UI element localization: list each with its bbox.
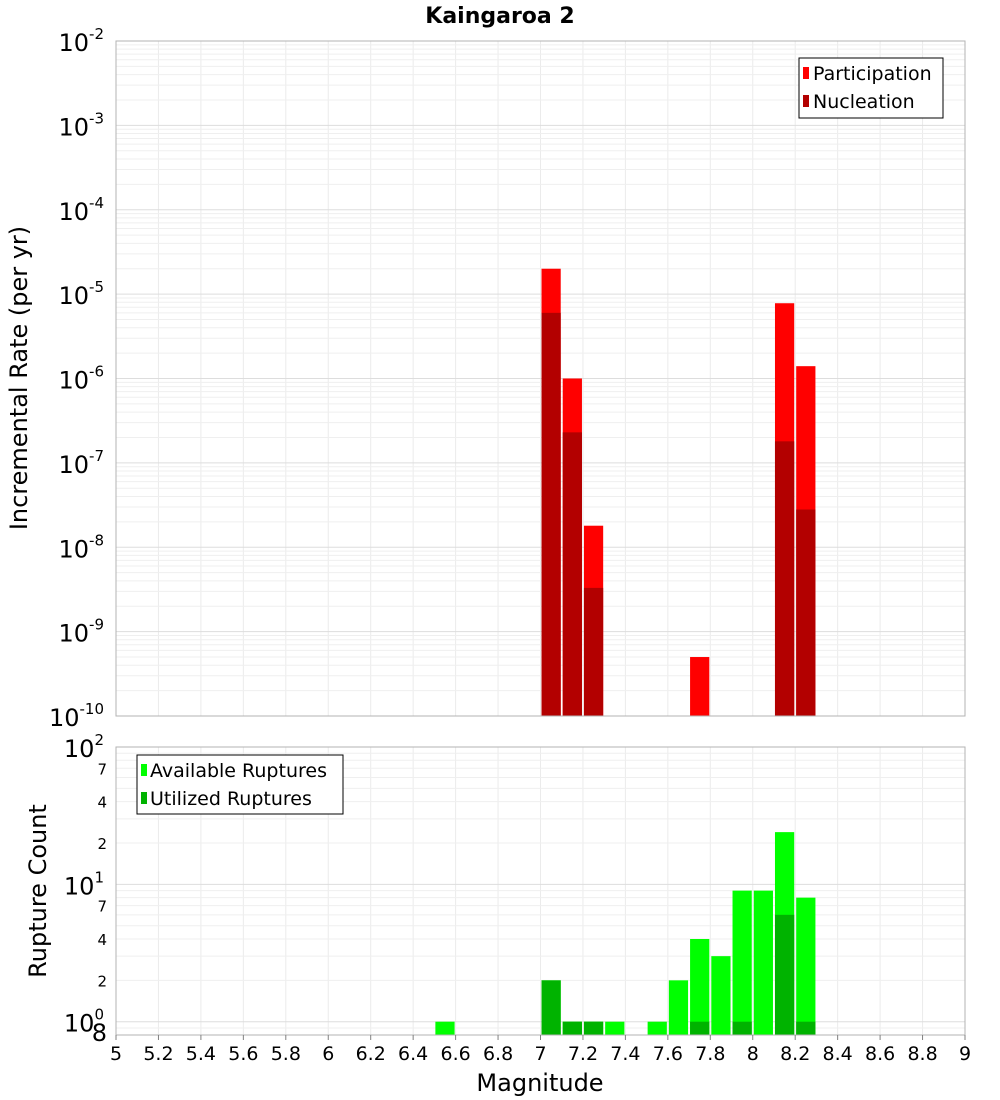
count-bar-secondary (796, 1021, 816, 1035)
x-tick-label: 8.8 (907, 1043, 937, 1065)
count-bar-primary (796, 897, 816, 1035)
rate-bar-secondary (796, 509, 816, 716)
count-y-tick-label: 2 (97, 835, 107, 853)
count-y-tick-label: 8 (92, 1019, 107, 1047)
rate-y-ticks: 10-2 10-3 10-4 10-5 10-6 10-7 10-8 10-9 10-10 (49, 25, 104, 732)
count-bar-secondary (690, 1021, 710, 1035)
legend-swatch-participation (803, 67, 809, 79)
legend-label-participation: Participation (813, 63, 932, 85)
x-tick-label: 6 (322, 1043, 334, 1065)
x-tick-label: 7.2 (568, 1043, 598, 1065)
rate-legend-box (798, 57, 944, 119)
count-bar-primary (435, 1021, 455, 1035)
rate-bar-secondary (583, 587, 604, 716)
x-tick-label: 8.4 (823, 1043, 853, 1065)
rate-plot-border (115, 40, 966, 717)
legend-swatch-nucleation (803, 95, 809, 107)
rate-y-tick-label: 10-10 (49, 700, 104, 732)
legend-label-available: Available Ruptures (150, 760, 327, 782)
rate-y-tick-label: 10-7 (58, 447, 104, 479)
rate-y-tick-label: 10-4 (58, 194, 104, 226)
count-bar-primary (711, 956, 731, 1035)
legend-swatch-utilized (141, 792, 147, 804)
rate-bar-secondary (774, 441, 795, 716)
count-y-tick-label: 7 (97, 898, 107, 916)
count-bar-primary (668, 980, 689, 1035)
rate-panel: 10-2 10-3 10-4 10-5 10-6 10-7 10-8 10-9 10-10 In… (5, 25, 966, 732)
count-y-axis-label: Rupture Count (24, 804, 52, 978)
count-bar-secondary (583, 1021, 604, 1035)
count-y-tick-label: 4 (97, 931, 107, 949)
x-axis-label: Magnitude (476, 1069, 603, 1097)
rate-y-tick-label: 10-2 (58, 25, 104, 57)
rate-y-tick-label: 10-8 (58, 531, 104, 563)
x-tick-label: 9 (959, 1043, 971, 1065)
count-y-tick-label: 7 (97, 760, 107, 778)
x-tick-label: 5.2 (143, 1043, 173, 1065)
count-bar-secondary (732, 1021, 752, 1035)
count-y-tick-label: 4 (97, 794, 107, 812)
legend-label-utilized: Utilized Ruptures (150, 788, 312, 810)
count-y-tick-label: 101 (64, 868, 104, 900)
count-legend-box (136, 754, 344, 815)
count-bar-primary (753, 890, 773, 1035)
count-bar-primary (690, 939, 710, 1035)
x-tick-label: 6.4 (398, 1043, 428, 1065)
count-bars (435, 832, 816, 1035)
x-tick-label: 8 (747, 1043, 759, 1065)
magnitude-x-ticks: 5 5.2 5.4 5.6 5.8 6 6.2 6.4 6.6 6.8 7 7.2 7.4 7.6 7.8 8… (110, 1035, 971, 1065)
rate-bar-secondary (541, 312, 561, 716)
x-tick-label: 5.6 (228, 1043, 258, 1065)
count-bar-secondary (774, 914, 795, 1035)
count-legend: Available Ruptures Utilized Ruptures (136, 754, 344, 815)
count-bar-primary (732, 890, 752, 1035)
rate-bar-primary (690, 657, 710, 716)
count-bar-primary (647, 1021, 667, 1035)
count-bar-secondary (562, 1021, 582, 1035)
x-tick-label: 6.2 (356, 1043, 386, 1065)
count-y-tick-label: 2 (97, 972, 107, 990)
rate-bar-secondary (562, 432, 582, 716)
x-tick-label: 5.4 (186, 1043, 216, 1065)
rate-legend: Participation Nucleation (798, 57, 944, 119)
x-tick-label: 7.6 (653, 1043, 683, 1065)
count-y-tick-label: 102 (64, 731, 104, 763)
count-bar-primary (605, 1021, 625, 1035)
count-bar-secondary (541, 980, 561, 1035)
rate-y-tick-label: 10-6 (58, 363, 104, 395)
rate-y-tick-label: 10-5 (58, 278, 104, 310)
rate-grid (115, 41, 966, 717)
x-tick-label: 5.8 (271, 1043, 301, 1065)
legend-swatch-available (141, 764, 147, 776)
x-tick-label: 7.8 (695, 1043, 725, 1065)
rate-y-tick-label: 10-3 (58, 109, 104, 141)
legend-label-nucleation: Nucleation (813, 91, 915, 113)
rate-y-axis-label: Incremental Rate (per yr) (5, 226, 33, 530)
chart-title: Kaingaroa 2 (425, 4, 574, 29)
rate-y-tick-label: 10-9 (58, 616, 104, 648)
x-tick-label: 8.2 (780, 1043, 810, 1065)
x-tick-label: 6.8 (483, 1043, 513, 1065)
x-tick-label: 5 (110, 1043, 122, 1065)
x-tick-label: 7.4 (610, 1043, 640, 1065)
rate-bars (541, 268, 816, 716)
count-y-tick-label: 100 (64, 1006, 104, 1038)
x-tick-label: 8.6 (865, 1043, 895, 1065)
x-tick-label: 6.6 (440, 1043, 470, 1065)
x-tick-label: 7 (534, 1043, 546, 1065)
